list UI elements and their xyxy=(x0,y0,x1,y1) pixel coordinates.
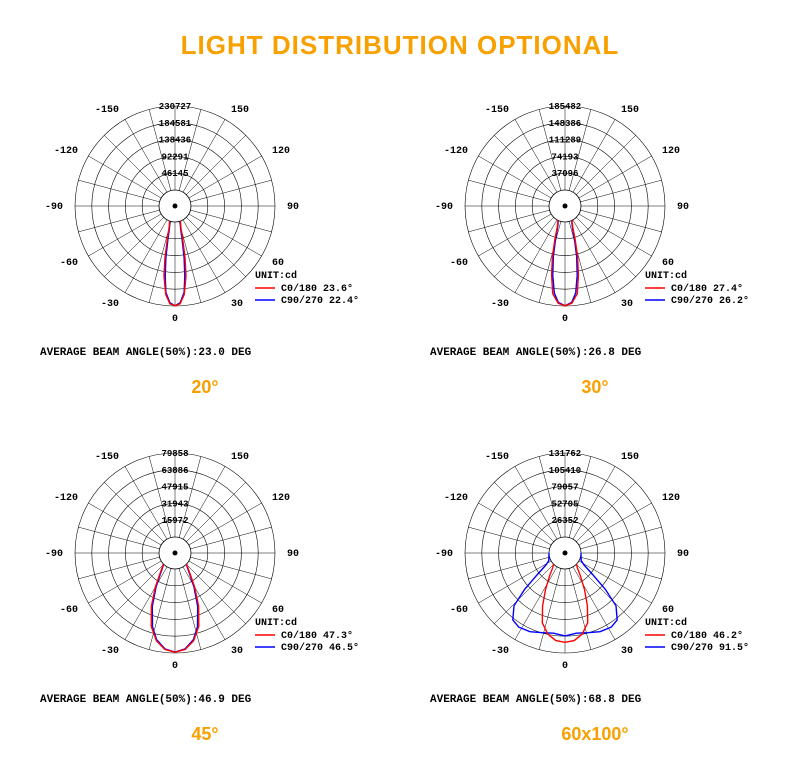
panel-2: -150 -120 -90 -60 -30 0 30 60 90 120 150 15972 31943… xyxy=(20,438,390,745)
polar-chart-1: -150 -120 -90 -60 -30 0 30 60 90 120 150 37096 74193… xyxy=(410,91,780,341)
svg-text:-30: -30 xyxy=(101,299,119,310)
svg-text:30: 30 xyxy=(621,299,633,310)
svg-text:90: 90 xyxy=(287,549,299,560)
svg-text:138436: 138436 xyxy=(159,136,191,146)
svg-text:-60: -60 xyxy=(450,605,468,616)
chart-grid: -150 -120 -90 -60 -30 0 30 60 90 120 150 46145 92291… xyxy=(20,91,780,745)
svg-text:0: 0 xyxy=(562,661,568,672)
svg-text:60: 60 xyxy=(662,605,674,616)
svg-text:60: 60 xyxy=(662,258,674,269)
svg-text:-90: -90 xyxy=(45,202,63,213)
svg-text:0: 0 xyxy=(172,661,178,672)
svg-text:C90/270 22.4°: C90/270 22.4° xyxy=(281,295,359,307)
svg-text:31943: 31943 xyxy=(161,499,188,509)
svg-text:63886: 63886 xyxy=(161,466,188,476)
svg-text:-60: -60 xyxy=(60,605,78,616)
svg-text:26352: 26352 xyxy=(551,516,578,526)
svg-text:-90: -90 xyxy=(45,549,63,560)
svg-text:C90/270 46.5°: C90/270 46.5° xyxy=(281,642,359,654)
panel-3: -150 -120 -90 -60 -30 0 30 60 90 120 150 26352 52705… xyxy=(410,438,780,745)
svg-text:-60: -60 xyxy=(450,258,468,269)
svg-text:-90: -90 xyxy=(435,202,453,213)
svg-text:150: 150 xyxy=(231,452,249,463)
panel-label-2: 45° xyxy=(20,724,390,745)
svg-text:131762: 131762 xyxy=(549,449,581,459)
svg-text:74193: 74193 xyxy=(551,152,578,162)
svg-text:30: 30 xyxy=(231,646,243,657)
panel-label-0: 20° xyxy=(20,377,390,398)
polar-chart-3: -150 -120 -90 -60 -30 0 30 60 90 120 150 26352 52705… xyxy=(410,438,780,688)
svg-text:120: 120 xyxy=(272,493,290,504)
panel-label-1: 30° xyxy=(410,377,780,398)
panel-1: -150 -120 -90 -60 -30 0 30 60 90 120 150 37096 74193… xyxy=(410,91,780,398)
svg-text:C0/180 46.2°: C0/180 46.2° xyxy=(671,630,743,642)
svg-text:-150: -150 xyxy=(95,105,119,116)
svg-text:-60: -60 xyxy=(60,258,78,269)
avg-beam-3: AVERAGE BEAM ANGLE(50%):68.8 DEG xyxy=(410,694,780,706)
svg-text:-120: -120 xyxy=(444,146,468,157)
svg-text:C90/270 91.5°: C90/270 91.5° xyxy=(671,642,749,654)
svg-text:90: 90 xyxy=(677,549,689,560)
svg-text:-90: -90 xyxy=(435,549,453,560)
svg-text:52705: 52705 xyxy=(551,499,578,509)
polar-chart-2: -150 -120 -90 -60 -30 0 30 60 90 120 150 15972 31943… xyxy=(20,438,390,688)
svg-text:111289: 111289 xyxy=(549,136,581,146)
svg-text:15972: 15972 xyxy=(161,516,188,526)
svg-text:UNIT:cd: UNIT:cd xyxy=(255,617,297,629)
svg-text:C90/270 26.2°: C90/270 26.2° xyxy=(671,295,749,307)
svg-text:150: 150 xyxy=(621,452,639,463)
svg-text:47915: 47915 xyxy=(161,483,188,493)
svg-text:30: 30 xyxy=(231,299,243,310)
avg-beam-0: AVERAGE BEAM ANGLE(50%):23.0 DEG xyxy=(20,347,390,359)
svg-text:92291: 92291 xyxy=(161,152,189,162)
svg-text:90: 90 xyxy=(677,202,689,213)
svg-text:UNIT:cd: UNIT:cd xyxy=(645,617,687,629)
svg-text:-30: -30 xyxy=(101,646,119,657)
panel-label-3: 60x100° xyxy=(410,724,780,745)
svg-text:-150: -150 xyxy=(485,452,509,463)
svg-text:105410: 105410 xyxy=(549,466,581,476)
svg-text:-30: -30 xyxy=(491,299,509,310)
svg-text:120: 120 xyxy=(662,146,680,157)
main-title: LIGHT DISTRIBUTION OPTIONAL xyxy=(20,30,780,61)
svg-text:90: 90 xyxy=(287,202,299,213)
svg-text:UNIT:cd: UNIT:cd xyxy=(255,270,297,282)
svg-text:30: 30 xyxy=(621,646,633,657)
avg-beam-1: AVERAGE BEAM ANGLE(50%):26.8 DEG xyxy=(410,347,780,359)
svg-text:60: 60 xyxy=(272,605,284,616)
svg-text:150: 150 xyxy=(621,105,639,116)
svg-text:60: 60 xyxy=(272,258,284,269)
svg-text:-150: -150 xyxy=(95,452,119,463)
svg-text:-120: -120 xyxy=(54,493,78,504)
svg-text:-120: -120 xyxy=(444,493,468,504)
svg-text:79057: 79057 xyxy=(551,483,578,493)
svg-text:-30: -30 xyxy=(491,646,509,657)
svg-text:148386: 148386 xyxy=(549,119,581,129)
svg-text:C0/180 23.6°: C0/180 23.6° xyxy=(281,283,353,295)
svg-text:120: 120 xyxy=(272,146,290,157)
svg-text:C0/180 47.3°: C0/180 47.3° xyxy=(281,630,353,642)
svg-text:79858: 79858 xyxy=(161,449,188,459)
svg-text:-150: -150 xyxy=(485,105,509,116)
svg-text:184581: 184581 xyxy=(159,119,192,129)
svg-text:-120: -120 xyxy=(54,146,78,157)
svg-text:230727: 230727 xyxy=(159,102,191,112)
svg-text:46145: 46145 xyxy=(161,169,188,179)
avg-beam-2: AVERAGE BEAM ANGLE(50%):46.9 DEG xyxy=(20,694,390,706)
svg-text:37096: 37096 xyxy=(551,169,578,179)
panel-0: -150 -120 -90 -60 -30 0 30 60 90 120 150 46145 92291… xyxy=(20,91,390,398)
svg-text:120: 120 xyxy=(662,493,680,504)
svg-text:C0/180 27.4°: C0/180 27.4° xyxy=(671,283,743,295)
svg-text:0: 0 xyxy=(172,314,178,325)
svg-text:UNIT:cd: UNIT:cd xyxy=(645,270,687,282)
svg-text:185482: 185482 xyxy=(549,102,581,112)
polar-chart-0: -150 -120 -90 -60 -30 0 30 60 90 120 150 46145 92291… xyxy=(20,91,390,341)
svg-text:0: 0 xyxy=(562,314,568,325)
svg-text:150: 150 xyxy=(231,105,249,116)
